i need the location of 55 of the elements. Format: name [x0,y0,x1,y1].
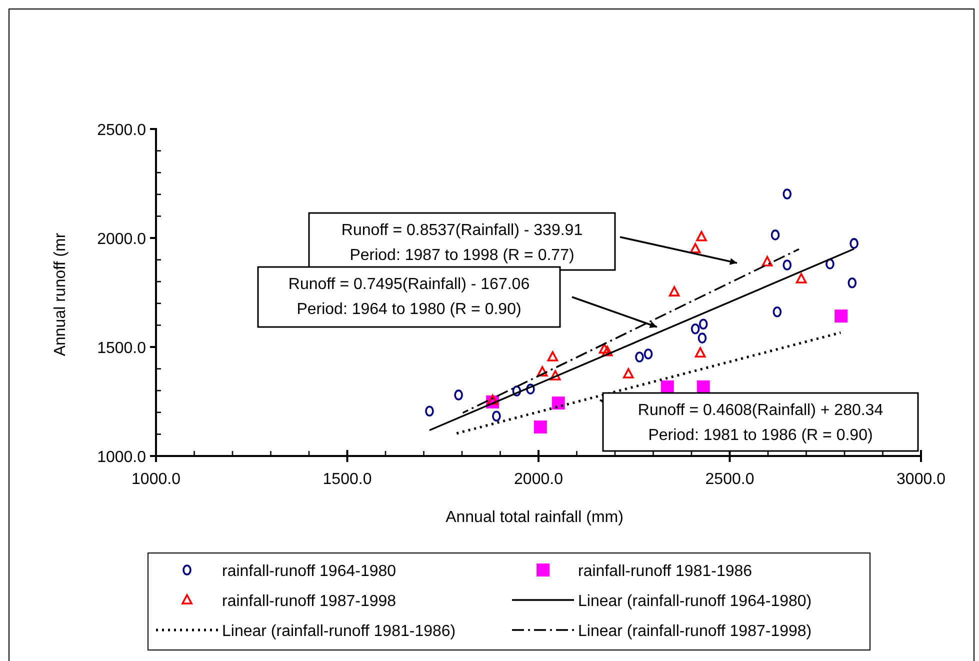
point [425,406,434,416]
legend-label: Linear (rainfall-runoff 1987-1998) [578,623,812,640]
annotation: Runoff = 0.8537(Rainfall) - 339.91 Period: 1987 to 1998 (R = 0.77) [341,222,583,264]
point [547,351,558,362]
y-tick-label: 1000.0 [97,449,146,466]
point [696,231,707,242]
point [690,324,700,334]
annotation: Runoff = 0.7495(Rainfall) - 167.06 Period: 1964 to 1980 (R = 0.90) [288,276,530,318]
point [668,286,680,296]
point [848,278,857,288]
point [536,366,548,376]
point [487,394,498,405]
point [526,384,535,394]
point [762,256,773,266]
point [834,310,848,323]
point [772,306,782,318]
point [698,318,708,330]
y-axis-title: Annual runoff (mr [52,232,69,356]
point [598,343,610,354]
legend-label: rainfall-runoff 1987-1998 [222,593,396,610]
point [534,420,547,434]
point [694,347,706,358]
legend-label: Linear (rainfall-runoff 1964-1980) [578,593,812,610]
point [660,380,674,394]
y-tick-label: 2000.0 [97,231,146,248]
legend-label: Linear (rainfall-runoff 1981-1986) [222,623,456,640]
point [696,380,710,394]
legend-label: rainfall-runoff 1964-1980 [222,563,396,580]
y-tick-label: 2500.0 [97,122,146,139]
point [690,243,701,254]
point [850,238,858,249]
legend-label: rainfall-runoff 1981-1986 [578,563,752,580]
x-tick-label: 1500.0 [322,471,372,488]
point [512,386,522,396]
point [770,230,780,240]
point [622,368,634,378]
point [826,258,834,270]
point [602,346,613,356]
point [635,352,644,362]
point [698,332,707,344]
x-tick-label: 2500.0 [705,471,754,488]
y-tick-label: 1500.0 [97,340,146,357]
point [552,396,565,410]
point [782,260,792,270]
x-tick-label: 2000.0 [514,471,564,488]
annotation: Runoff = 0.4608(Rainfall) + 280.34 Period: 1981 to 1986 (R = 0.90) [638,402,884,444]
point [796,273,807,284]
point [550,370,561,380]
x-axis-title: Annual total rainfall (mm) [446,509,624,526]
x-tick-label: 1000.0 [132,471,181,488]
point [782,188,792,200]
point [492,410,501,422]
point [454,390,463,400]
point [644,348,653,360]
x-tick-label: 3000.0 [896,471,946,488]
